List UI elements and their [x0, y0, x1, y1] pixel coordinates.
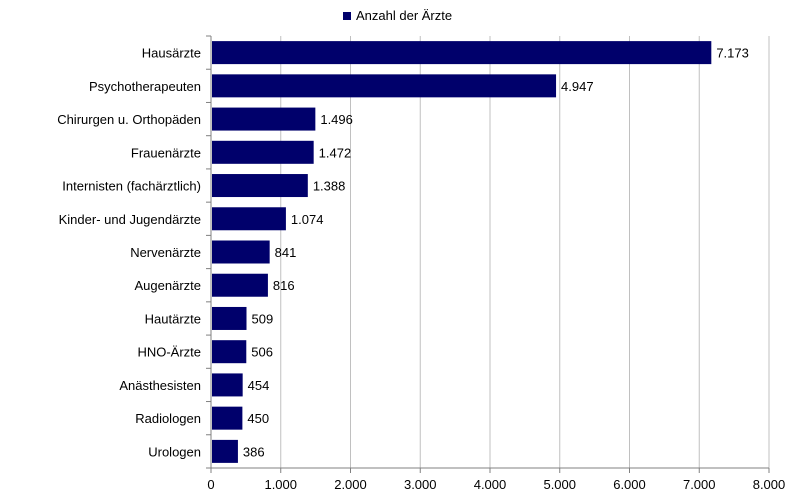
- legend-label: Anzahl der Ärzte: [356, 8, 453, 23]
- value-label: 816: [273, 278, 295, 293]
- value-label: 1.388: [313, 179, 346, 194]
- category-label: Radiologen: [135, 411, 201, 426]
- value-label: 509: [252, 311, 274, 326]
- category-label: Hautärzte: [145, 311, 201, 326]
- value-label: 7.173: [716, 46, 749, 61]
- value-label: 1.074: [291, 212, 324, 227]
- bar: [212, 240, 270, 264]
- category-label: Augenärzte: [135, 278, 202, 293]
- x-tick-label: 5.000: [543, 477, 576, 492]
- category-label: Urologen: [148, 444, 201, 459]
- category-label: Internisten (fachärztlich): [62, 179, 201, 194]
- bar: [212, 207, 286, 231]
- x-tick-label: 8.000: [753, 477, 786, 492]
- bar: [212, 373, 243, 397]
- bar: [212, 340, 247, 364]
- legend: Anzahl der Ärzte: [343, 8, 452, 23]
- value-label: 841: [275, 245, 297, 260]
- bar: [212, 273, 268, 297]
- x-tick-label: 6.000: [613, 477, 646, 492]
- bar: [212, 140, 314, 164]
- bar: [212, 74, 557, 98]
- value-label: 1.472: [319, 145, 352, 160]
- category-label: Kinder- und Jugendärzte: [59, 212, 201, 227]
- category-label: Hausärzte: [142, 46, 201, 61]
- value-label: 454: [248, 378, 270, 393]
- category-label: Chirurgen u. Orthopäden: [57, 112, 201, 127]
- x-tick-label: 7.000: [683, 477, 716, 492]
- value-label: 4.947: [561, 79, 594, 94]
- category-label: Psychotherapeuten: [89, 79, 201, 94]
- category-label: Nervenärzte: [130, 245, 201, 260]
- legend-swatch: [343, 11, 351, 20]
- bar: [212, 174, 308, 198]
- x-tick-label: 4.000: [474, 477, 507, 492]
- category-label: Frauenärzte: [131, 145, 201, 160]
- x-tick-label: 3.000: [404, 477, 437, 492]
- category-label: HNO-Ärzte: [137, 345, 201, 360]
- value-label: 450: [247, 411, 269, 426]
- bar: [212, 107, 316, 131]
- value-label: 386: [243, 444, 265, 459]
- bar: [212, 306, 247, 330]
- x-tick-label: 2.000: [334, 477, 367, 492]
- x-tick-label: 1.000: [264, 477, 297, 492]
- bar: [212, 439, 238, 463]
- value-label: 1.496: [320, 112, 353, 127]
- bar: [212, 41, 712, 65]
- x-tick-label: 0: [207, 477, 214, 492]
- category-label: Anästhesisten: [119, 378, 201, 393]
- bar: [212, 406, 243, 430]
- value-label: 506: [251, 345, 273, 360]
